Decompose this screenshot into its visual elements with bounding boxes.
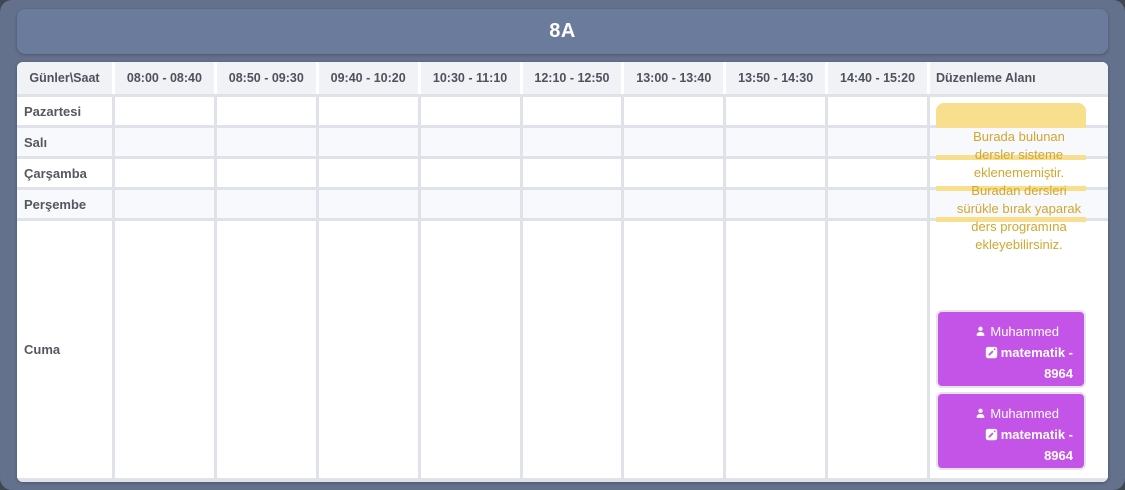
schedule-cell[interactable] — [828, 128, 927, 156]
column-header: 14:40 - 15:20 — [828, 62, 927, 94]
schedule-cell[interactable] — [115, 128, 214, 156]
notice-row-gap-strip — [936, 155, 1086, 160]
schedule-cell[interactable] — [318, 190, 418, 218]
lesson-card-lesson: matematik - 8964 — [959, 424, 1073, 466]
schedule-cell[interactable] — [318, 221, 418, 478]
lesson-name: matematik - 8964 — [1000, 345, 1073, 381]
notice-highlight-band — [936, 103, 1086, 128]
schedule-cell[interactable] — [726, 97, 826, 125]
schedule-cell[interactable] — [216, 97, 316, 125]
schedule-cell[interactable] — [420, 159, 520, 187]
schedule-cell[interactable] — [420, 190, 520, 218]
timetable-header-row: Günler\Saat 08:00 - 08:40 08:50 - 09:30 09:… — [17, 62, 1108, 94]
day-label: Çarşamba — [17, 159, 112, 187]
schedule-cell[interactable] — [726, 190, 826, 218]
schedule-cell[interactable] — [624, 221, 724, 478]
column-header: 08:50 - 09:30 — [216, 62, 316, 94]
column-header: Düzenleme Alanı — [930, 62, 1108, 94]
day-label: Perşembe — [17, 190, 112, 218]
schedule-cell[interactable] — [726, 128, 826, 156]
lesson-card-lesson: matematik - 8964 — [959, 342, 1073, 384]
timetable-body: Pazartesi Salı Çarşamba Perşembe Cuma — [17, 94, 1108, 482]
schedule-cell[interactable] — [828, 159, 927, 187]
schedule-cell[interactable] — [318, 159, 418, 187]
schedule-cell[interactable] — [624, 97, 724, 125]
user-icon — [977, 326, 985, 336]
schedule-cell[interactable] — [930, 128, 1108, 156]
schedule-cell[interactable] — [726, 159, 826, 187]
teacher-name: Muhammed — [990, 324, 1059, 339]
schedule-cell[interactable] — [318, 128, 418, 156]
schedule-cell[interactable] — [115, 221, 214, 478]
schedule-cell[interactable] — [522, 159, 622, 187]
schedule-cell[interactable] — [420, 128, 520, 156]
schedule-cell[interactable] — [828, 221, 927, 478]
day-label: Salı — [17, 128, 112, 156]
column-header: 09:40 - 10:20 — [318, 62, 418, 94]
lesson-card-teacher: Muhammed — [944, 403, 1059, 424]
lesson-card[interactable]: Muhammed matematik - 8964 — [936, 310, 1086, 388]
schedule-cell[interactable] — [216, 221, 316, 478]
notice-row-gap-strip — [936, 217, 1086, 222]
lesson-card[interactable]: Muhammed matematik - 8964 — [936, 392, 1086, 470]
lesson-name: matematik - 8964 — [1000, 427, 1073, 463]
column-header: 10:30 - 11:10 — [420, 62, 520, 94]
schedule-cell[interactable] — [115, 190, 214, 218]
schedule-cell[interactable] — [420, 221, 520, 478]
column-header: 13:00 - 13:40 — [624, 62, 724, 94]
column-header: 13:50 - 14:30 — [726, 62, 826, 94]
schedule-cell[interactable] — [216, 190, 316, 218]
user-icon — [977, 408, 985, 418]
edit-area-notice: Burada bulunan dersler sisteme eklenemem… — [956, 129, 1082, 252]
column-header: 08:00 - 08:40 — [115, 62, 214, 94]
schedule-cell[interactable] — [216, 128, 316, 156]
schedule-cell[interactable] — [115, 97, 214, 125]
schedule-cell[interactable] — [522, 128, 622, 156]
schedule-cell[interactable] — [318, 97, 418, 125]
day-label: Pazartesi — [17, 97, 112, 125]
schedule-cell[interactable] — [420, 97, 520, 125]
schedule-cell[interactable] — [828, 97, 927, 125]
column-header: Günler\Saat — [17, 62, 112, 94]
timetable: Günler\Saat 08:00 - 08:40 08:50 - 09:30 09:… — [17, 62, 1108, 482]
class-title-bar: 8A — [17, 9, 1108, 54]
schedule-cell[interactable] — [115, 159, 214, 187]
schedule-cell[interactable] — [522, 221, 622, 478]
edit-icon — [985, 428, 997, 441]
class-title: 8A — [549, 20, 576, 42]
day-label: Cuma — [17, 221, 112, 478]
column-header: 12:10 - 12:50 — [522, 62, 622, 94]
schedule-cell[interactable] — [930, 190, 1108, 218]
schedule-cell[interactable] — [522, 190, 622, 218]
schedule-cell[interactable] — [624, 159, 724, 187]
schedule-cell[interactable] — [624, 128, 724, 156]
schedule-cell[interactable] — [828, 190, 927, 218]
schedule-cell[interactable] — [216, 159, 316, 187]
lesson-card-teacher: Muhammed — [944, 321, 1059, 342]
schedule-cell[interactable] — [930, 159, 1108, 187]
schedule-cell[interactable] — [624, 190, 724, 218]
edit-icon — [985, 346, 997, 359]
schedule-cell[interactable] — [522, 97, 622, 125]
notice-row-gap-strip — [936, 186, 1086, 191]
schedule-cell[interactable] — [726, 221, 826, 478]
teacher-name: Muhammed — [990, 406, 1059, 421]
